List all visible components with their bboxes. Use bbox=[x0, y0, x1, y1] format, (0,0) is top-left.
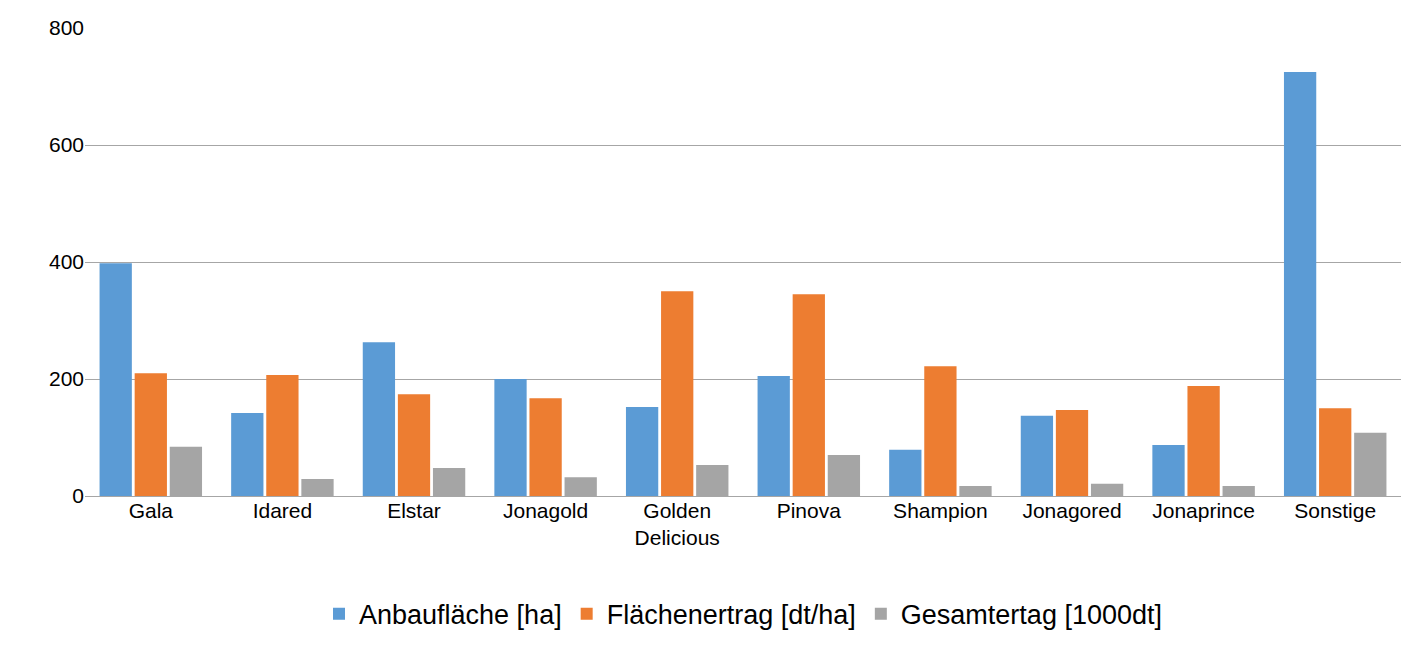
svg-text:800: 800 bbox=[49, 16, 84, 39]
svg-text:Pinova: Pinova bbox=[777, 499, 842, 522]
svg-text:GoldenDelicious: GoldenDelicious bbox=[635, 499, 720, 549]
svg-text:Elstar: Elstar bbox=[387, 499, 441, 522]
svg-text:600: 600 bbox=[49, 133, 84, 156]
svg-text:Idared: Idared bbox=[253, 499, 313, 522]
svg-text:Flächenertrag [dt/ha]: Flächenertrag [dt/ha] bbox=[607, 600, 856, 630]
svg-text:0: 0 bbox=[72, 484, 84, 507]
svg-text:400: 400 bbox=[49, 250, 84, 273]
svg-text:200: 200 bbox=[49, 367, 84, 390]
svg-text:Jonaprince: Jonaprince bbox=[1152, 499, 1255, 522]
svg-text:Anbaufläche [ha]: Anbaufläche [ha] bbox=[359, 600, 562, 630]
svg-text:Gesamtertag [1000dt]: Gesamtertag [1000dt] bbox=[901, 600, 1162, 630]
svg-text:Jonagold: Jonagold bbox=[503, 499, 588, 522]
svg-text:Shampion: Shampion bbox=[893, 499, 988, 522]
svg-text:Sonstige: Sonstige bbox=[1294, 499, 1376, 522]
svg-text:Gala: Gala bbox=[129, 499, 174, 522]
svg-text:Jonagored: Jonagored bbox=[1022, 499, 1121, 522]
